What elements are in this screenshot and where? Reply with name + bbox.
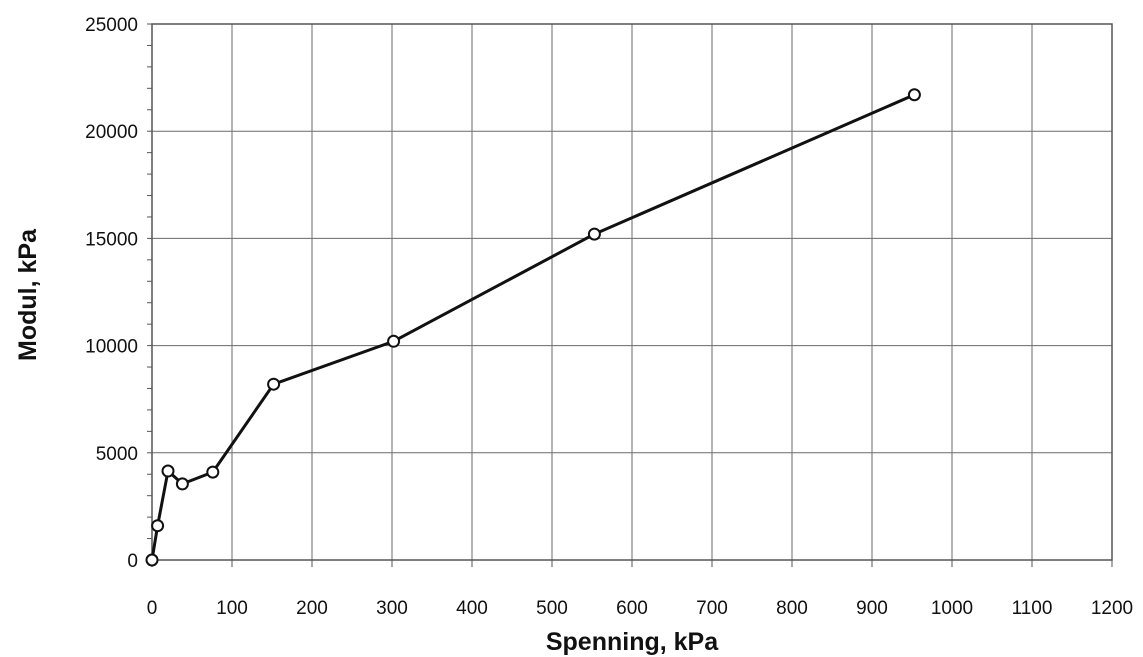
gridlines bbox=[151, 23, 1113, 561]
y-tick-label: 10000 bbox=[85, 337, 138, 358]
y-tick-label: 15000 bbox=[85, 229, 138, 250]
data-point bbox=[161, 464, 175, 478]
data-point bbox=[587, 227, 601, 241]
data-point bbox=[907, 88, 921, 102]
x-tick-label: 1000 bbox=[931, 598, 973, 619]
x-tick-label: 1100 bbox=[1012, 598, 1053, 619]
x-tick-label: 300 bbox=[376, 598, 408, 619]
data-point bbox=[267, 377, 281, 391]
data-point bbox=[145, 553, 159, 567]
y-axis-title: Modul, kPa bbox=[14, 228, 42, 361]
x-tick-label: 600 bbox=[616, 598, 648, 619]
x-tick-label: 100 bbox=[216, 598, 248, 619]
x-tick-label: 200 bbox=[296, 598, 328, 619]
x-tick-label: 800 bbox=[776, 598, 808, 619]
x-tick-label: 500 bbox=[536, 598, 568, 619]
x-tick-label: 400 bbox=[456, 598, 488, 619]
series-line bbox=[150, 93, 915, 561]
series-group bbox=[145, 88, 921, 567]
y-tick-label: 20000 bbox=[85, 122, 138, 143]
x-axis-tick-labels: 0 100 200 300 400 500 600 700 800 900 1000 1100 1200 bbox=[147, 598, 1133, 619]
y-tick-label: 0 bbox=[127, 551, 138, 572]
y-tick-label: 5000 bbox=[96, 444, 138, 465]
data-point bbox=[206, 465, 220, 479]
x-tick-label: 700 bbox=[696, 598, 728, 619]
data-point bbox=[175, 477, 189, 491]
x-tick-label: 0 bbox=[147, 598, 158, 619]
x-axis-title: Spenning, kPa bbox=[546, 628, 719, 656]
minor-ticks bbox=[147, 23, 1113, 567]
x-tick-label: 1200 bbox=[1091, 598, 1133, 619]
data-point bbox=[151, 519, 165, 533]
y-tick-label: 25000 bbox=[85, 15, 138, 36]
y-axis-tick-labels: 0 5000 10000 15000 20000 25000 bbox=[85, 15, 138, 572]
x-tick-label: 900 bbox=[856, 598, 888, 619]
data-point bbox=[387, 334, 401, 348]
